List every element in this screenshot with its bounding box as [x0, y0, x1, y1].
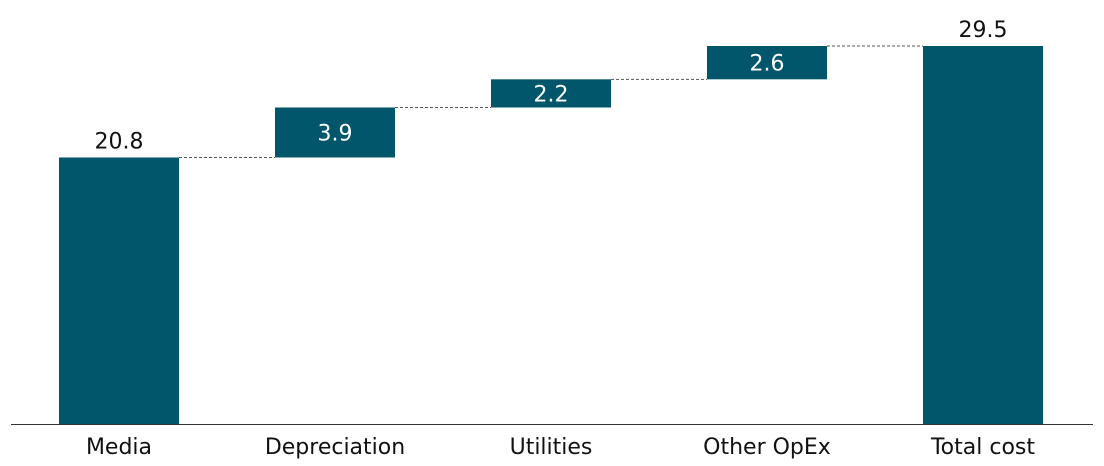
data-label-depreciation: 3.9 — [318, 121, 353, 146]
x-tick-label-depreciation: Depreciation — [265, 435, 405, 460]
bar-other-opex — [707, 46, 827, 80]
data-label-media: 20.8 — [95, 129, 144, 154]
data-label-other-opex: 2.6 — [750, 52, 785, 77]
data-label-total-cost: 29.5 — [959, 18, 1008, 43]
bar-depreciation — [275, 107, 395, 158]
x-tick-label-utilities: Utilities — [510, 435, 593, 460]
x-tick-label-total-cost: Total cost — [930, 435, 1035, 460]
bar-media — [59, 157, 179, 424]
x-tick-label-media: Media — [86, 435, 152, 460]
x-tick-label-other-opex: Other OpEx — [703, 435, 831, 460]
bar-utilities — [491, 79, 611, 108]
data-label-utilities: 2.2 — [534, 82, 569, 107]
bar-total-cost — [923, 46, 1043, 424]
